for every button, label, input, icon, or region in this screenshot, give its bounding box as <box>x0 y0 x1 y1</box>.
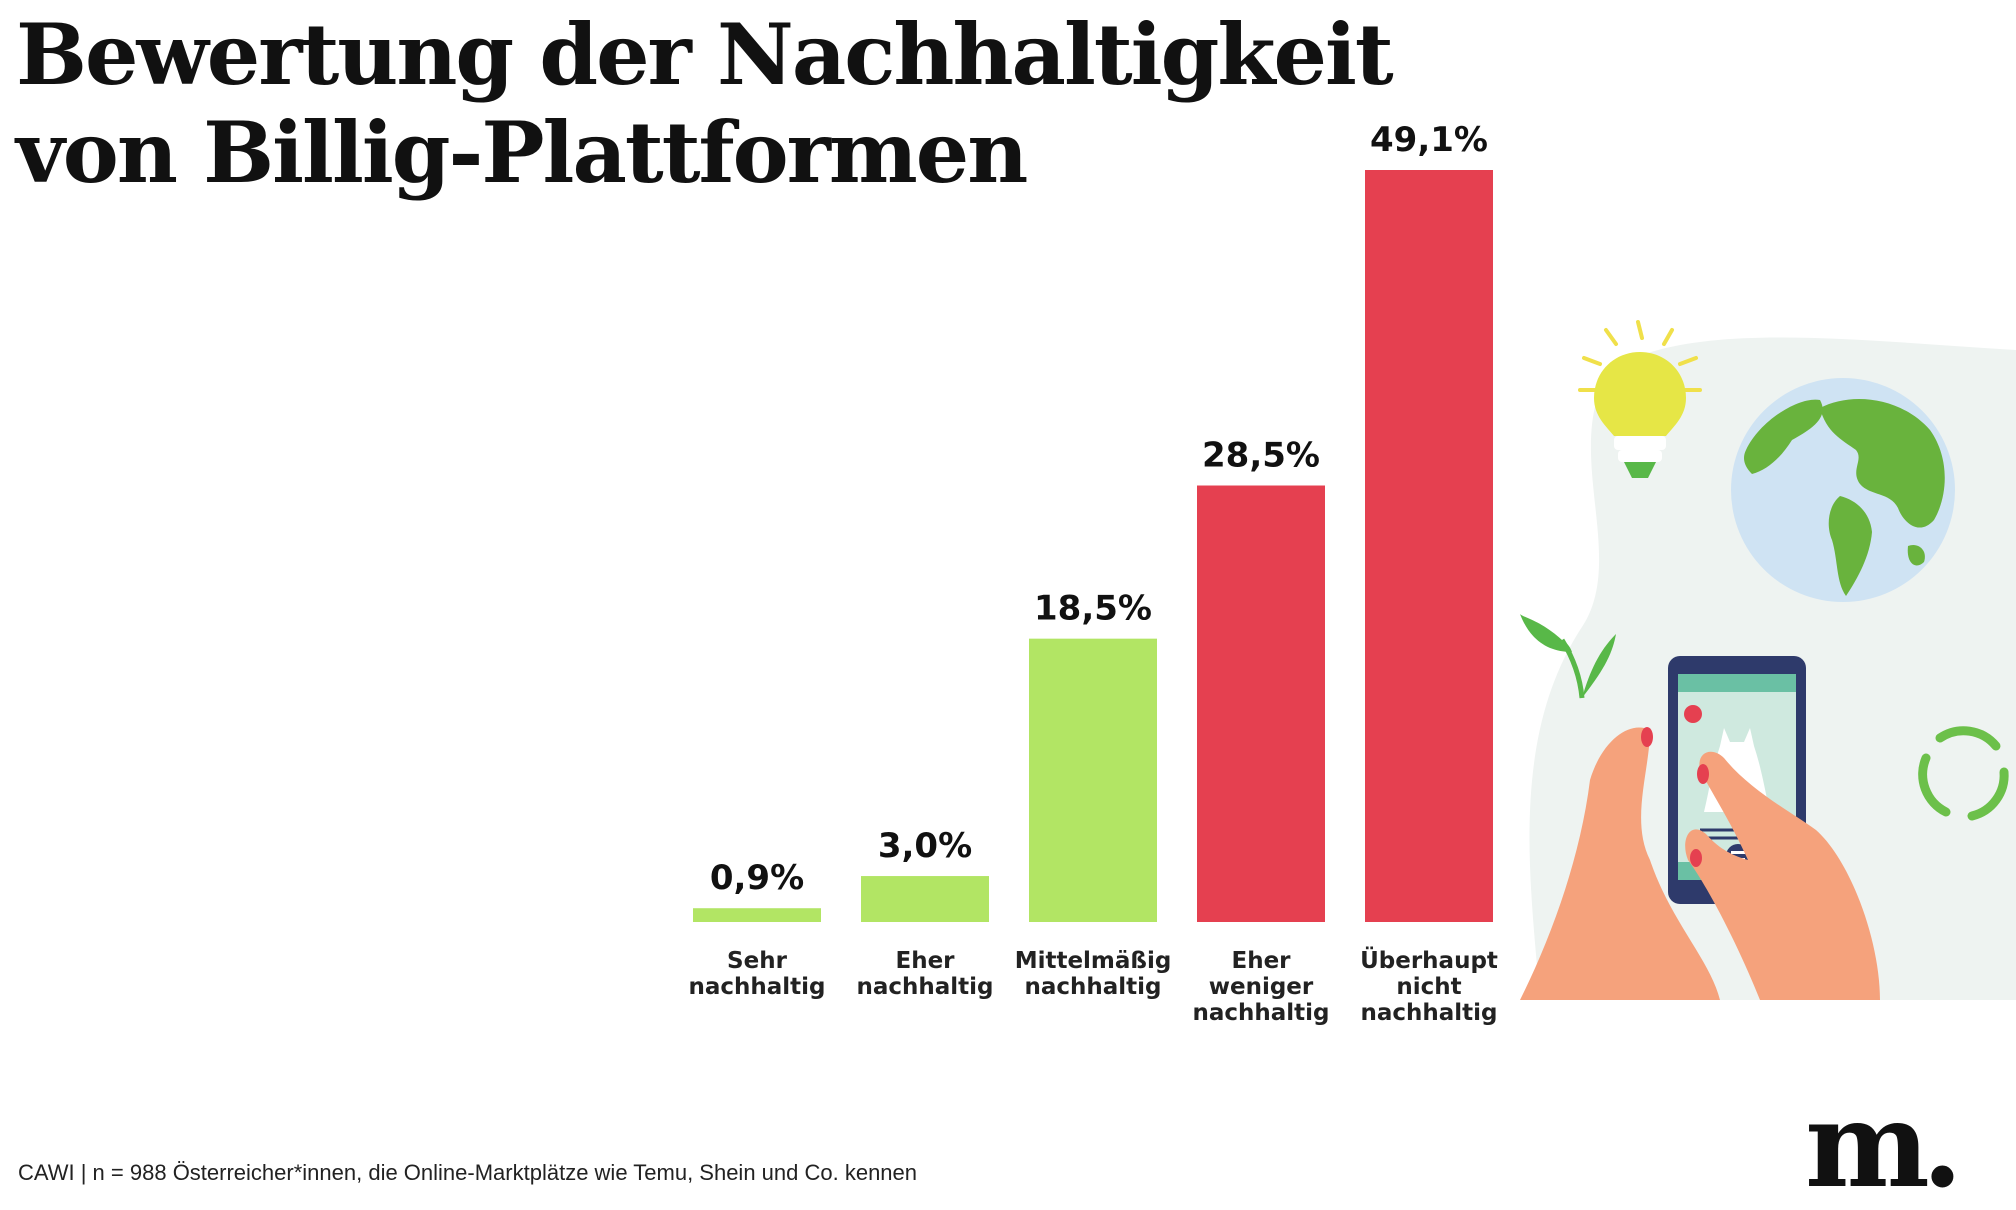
category-labels-group: SehrnachhaltigEhernachhaltigMittelmäßign… <box>688 946 1497 1026</box>
category-label-5-line-1: Überhaupt <box>1360 946 1498 974</box>
bar-chart: 0,9%3,0%18,5%28,5%49,1% SehrnachhaltigEh… <box>688 120 1497 1026</box>
category-label-2-line-1: Eher <box>895 948 955 974</box>
title-line-2: von Billig-Plattformen <box>16 103 1028 202</box>
sustainability-illustration <box>1520 320 2016 1000</box>
source-footnote: CAWI | n = 988 Österreicher*innen, die O… <box>18 1160 918 1185</box>
leaf-icon <box>1520 614 1616 699</box>
bar-1 <box>693 908 821 922</box>
value-label-3: 18,5% <box>1034 589 1152 629</box>
bar-5 <box>1365 170 1493 922</box>
category-label-2-line-2: nachhaltig <box>856 974 993 1000</box>
svg-text:m.: m. <box>1805 1100 1955 1195</box>
bars-group <box>693 170 1493 922</box>
category-label-4-line-2: weniger <box>1209 974 1314 1000</box>
value-label-5: 49,1% <box>1370 120 1488 160</box>
bar-4 <box>1197 485 1325 922</box>
bar-2 <box>861 876 989 922</box>
value-label-1: 0,9% <box>710 858 804 898</box>
value-label-4: 28,5% <box>1202 436 1320 476</box>
category-label-5-line-3: nachhaltig <box>1360 1000 1497 1026</box>
brand-logo: m. <box>1805 1100 1963 1195</box>
category-label-1-line-1: Sehr <box>727 948 788 974</box>
page-title: Bewertung der Nachhaltigkeit von Billig-… <box>16 6 1416 202</box>
bar-3 <box>1029 638 1157 922</box>
category-label-5-line-2: nicht <box>1396 974 1461 1000</box>
hand-left <box>1520 727 1720 1000</box>
value-labels-group: 0,9% 3,0% 18,5% 28,5% 49,1% <box>710 120 1488 898</box>
value-label-2: 3,0% <box>878 826 972 866</box>
category-label-4-line-1: Eher <box>1231 948 1291 974</box>
category-label-4-line-3: nachhaltig <box>1192 1000 1329 1026</box>
recycle-icon <box>1918 726 2009 821</box>
category-label-1-line-2: nachhaltig <box>688 974 825 1000</box>
category-label-3-line-2: nachhaltig <box>1024 974 1161 1000</box>
title-line-1: Bewertung der Nachhaltigkeit <box>16 5 1394 104</box>
lightbulb-icon <box>1578 320 1702 478</box>
hand-right <box>1685 751 1880 1000</box>
globe-icon <box>1731 378 1955 602</box>
category-label-3-line-1: Mittelmäßig <box>1015 948 1172 974</box>
